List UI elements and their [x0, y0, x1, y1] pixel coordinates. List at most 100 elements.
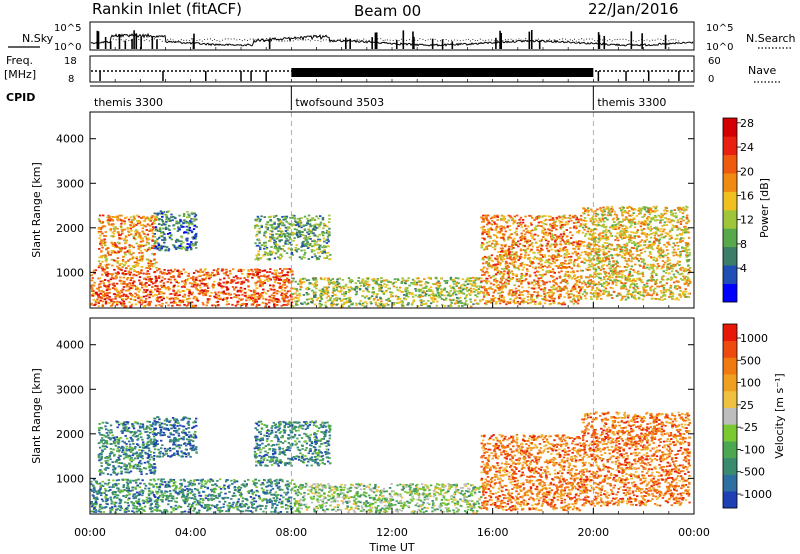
data-cell [151, 291, 154, 294]
data-cell [395, 286, 398, 289]
data-cell [598, 239, 601, 242]
data-cell [97, 294, 100, 297]
data-cell [351, 302, 354, 305]
data-cell [550, 297, 554, 300]
data-cell [297, 236, 300, 239]
data-cell [573, 248, 577, 250]
data-cell [275, 252, 278, 255]
data-cell [313, 240, 316, 242]
data-cell [528, 244, 531, 247]
data-cell [546, 299, 549, 302]
data-cell [122, 288, 125, 291]
data-cell [567, 243, 570, 246]
data-cell [127, 272, 131, 274]
data-cell [485, 270, 488, 273]
data-cell [200, 282, 203, 285]
data-cell [574, 259, 577, 261]
data-cell [169, 220, 172, 222]
data-cell [639, 240, 642, 243]
data-cell [190, 292, 194, 295]
data-cell [321, 246, 324, 249]
data-cell [505, 278, 508, 281]
data-cell [527, 254, 530, 256]
data-cell [687, 237, 691, 239]
data-cell [520, 272, 523, 275]
data-cell [521, 268, 524, 271]
data-cell [285, 285, 289, 288]
data-cell [284, 242, 287, 245]
data-cell [452, 299, 455, 302]
data-cell [389, 281, 392, 284]
data-cell [130, 284, 133, 287]
data-cell [217, 273, 220, 275]
data-cell [116, 273, 119, 275]
data-cell [273, 241, 276, 244]
data-cell [285, 292, 288, 295]
data-cell [435, 295, 439, 298]
data-cell [110, 274, 114, 276]
data-cell [127, 227, 130, 230]
data-cell [588, 247, 591, 249]
data-cell [318, 255, 321, 258]
data-cell [564, 278, 567, 281]
data-cell [510, 263, 513, 265]
data-cell [383, 283, 386, 286]
data-cell [206, 290, 209, 292]
data-cell [493, 279, 496, 281]
data-cell [279, 253, 283, 256]
data-cell [358, 288, 362, 290]
data-cell [587, 281, 590, 283]
data-cell [521, 219, 525, 221]
data-cell [188, 282, 192, 284]
data-cell [607, 290, 610, 293]
data-cell [489, 235, 492, 238]
data-cell [538, 244, 542, 247]
data-cell [159, 270, 163, 273]
data-cell [656, 247, 659, 250]
data-cell [178, 214, 181, 217]
data-cell [392, 303, 396, 305]
data-cell [90, 274, 93, 277]
data-cell [136, 260, 139, 263]
data-cell [454, 277, 458, 279]
data-cell [528, 231, 531, 234]
data-cell [618, 234, 622, 237]
data-cell [148, 248, 152, 251]
data-cell [164, 249, 167, 252]
data-cell [488, 244, 491, 247]
data-cell [266, 252, 269, 255]
data-cell [500, 279, 503, 282]
data-cell [353, 287, 356, 290]
data-cell [323, 244, 326, 247]
data-cell [225, 268, 228, 271]
data-cell [443, 287, 447, 290]
data-cell [553, 256, 557, 259]
data-cell [269, 277, 272, 280]
data-cell [509, 255, 512, 258]
data-cell [167, 227, 170, 230]
data-cell [150, 264, 153, 267]
data-cell [92, 292, 95, 295]
data-cell [533, 227, 537, 229]
data-cell [247, 285, 250, 288]
data-cell [180, 272, 183, 275]
data-cell [116, 257, 120, 260]
data-cell [525, 272, 528, 275]
data-cell [192, 243, 196, 246]
data-cell [272, 226, 276, 229]
data-cell [259, 275, 263, 277]
data-cell [202, 282, 205, 285]
data-cell [192, 304, 195, 307]
data-cell [106, 294, 109, 297]
data-cell [291, 214, 294, 217]
data-cell [479, 290, 483, 293]
data-cell [634, 263, 637, 266]
data-cell [306, 217, 309, 220]
data-cell [208, 277, 211, 280]
data-cell [97, 266, 101, 269]
data-cell [315, 278, 318, 281]
data-cell [527, 225, 530, 228]
data-cell [144, 300, 147, 303]
data-cell [90, 285, 93, 288]
data-cell [507, 214, 510, 217]
